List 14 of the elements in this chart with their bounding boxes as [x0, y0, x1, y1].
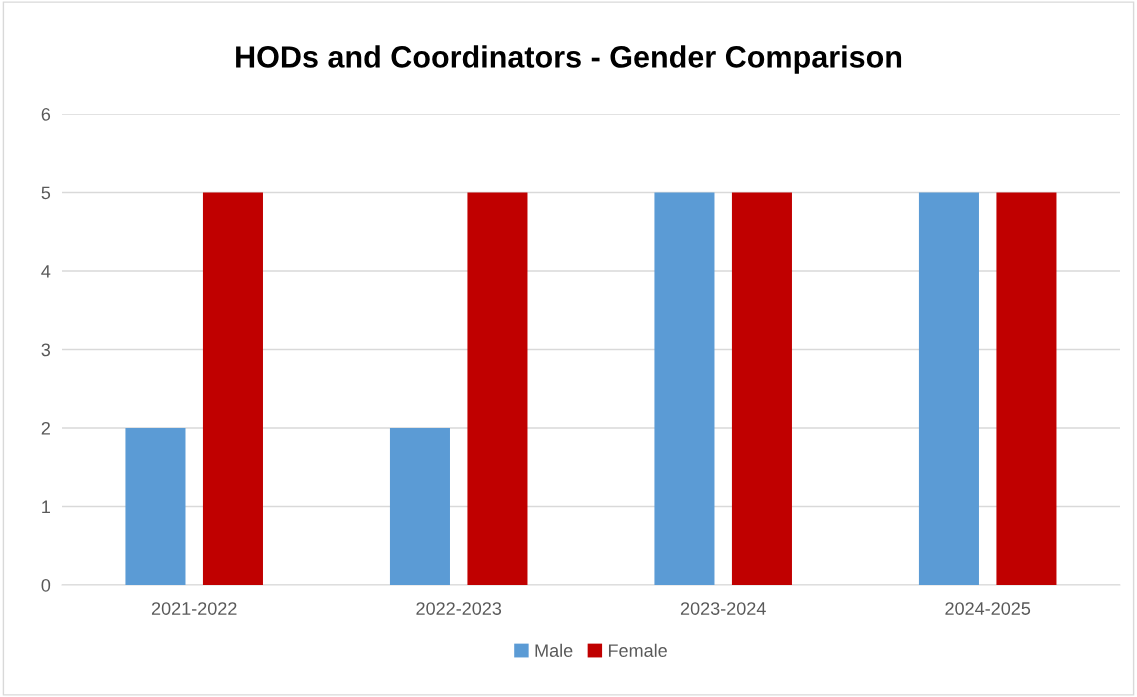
legend-label: Male: [535, 643, 573, 657]
x-tick-label: 2024-2025: [945, 602, 1031, 615]
y-tick-label: 0: [41, 578, 51, 592]
y-tick-label: 3: [41, 343, 51, 357]
y-tick-label: 6: [41, 107, 51, 121]
x-tick-label: 2023-2024: [680, 602, 766, 615]
y-tick-label: 1: [42, 500, 50, 514]
chart-title: HODs and Coordinators - Gender Comparison: [236, 45, 902, 74]
y-tick-label: 5: [41, 186, 51, 200]
x-tick-label: 2021-2022: [151, 602, 237, 615]
legend-label: Female: [608, 643, 667, 657]
y-tick-label: 2: [41, 421, 50, 435]
x-tick-label: 2022-2023: [416, 602, 502, 615]
y-tick-label: 4: [41, 265, 51, 278]
